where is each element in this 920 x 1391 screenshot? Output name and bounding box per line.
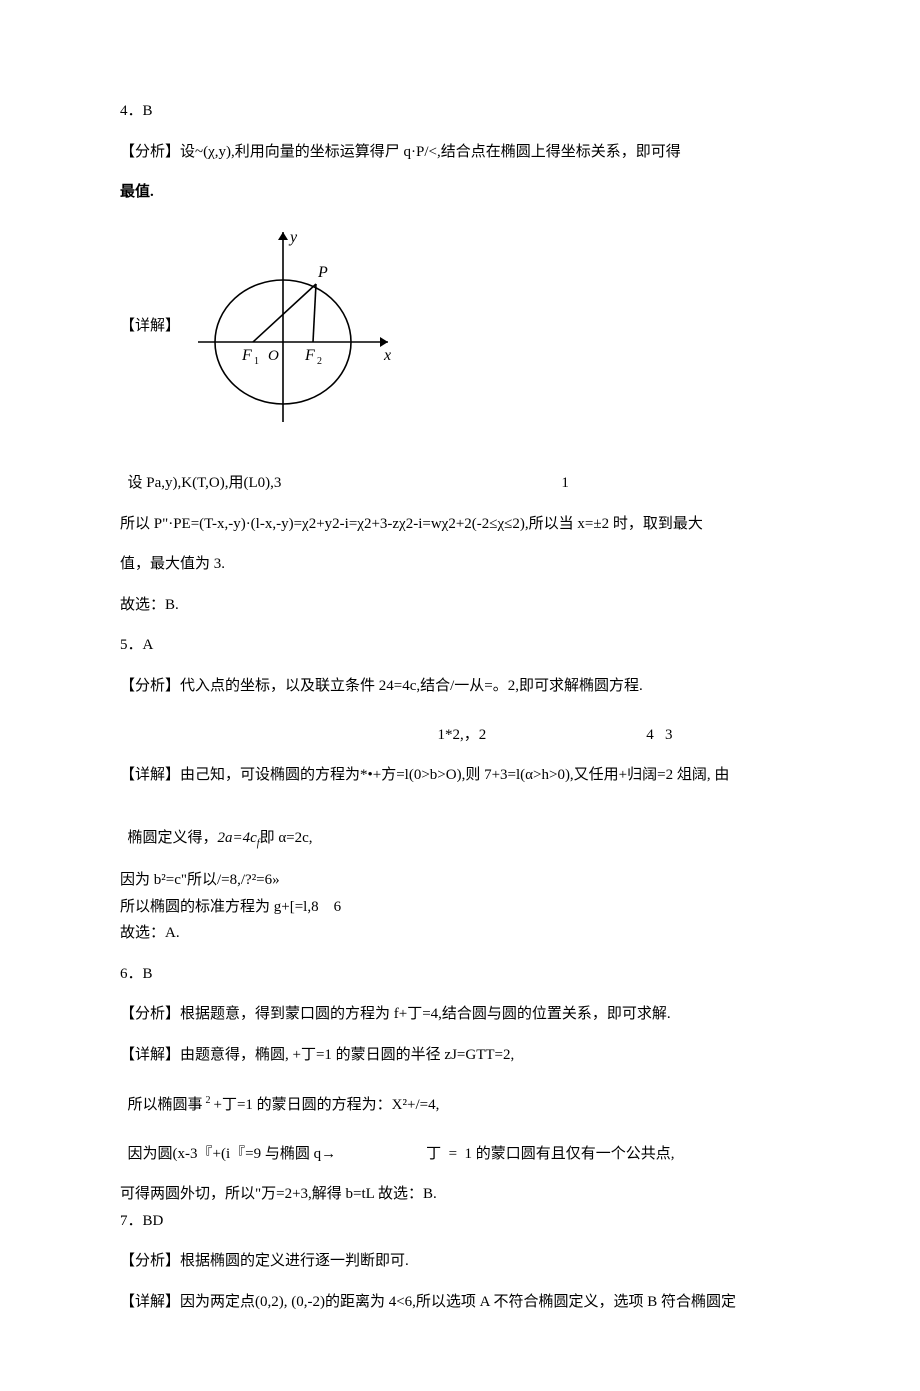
ellipse-diagram: P F 1 F 2 O x y <box>188 222 398 432</box>
q4-line1-b: 1 <box>561 475 569 491</box>
q6-l2-post: +丁=1 的蒙日圆的方程为：X²+/=4, <box>214 1097 440 1113</box>
q5-l2b: 2a=4c <box>218 830 257 846</box>
q4-detail-label: 【详解】 <box>120 315 180 338</box>
q7-detail: 【详解】因为两定点(0,2), (0,-2)的距离为 4<6,所以选项 A 不符… <box>120 1291 810 1314</box>
q5-line4: 所以椭圆的标准方程为 g+[=l,8 6 <box>120 896 810 919</box>
q5-number: 5．A <box>120 634 810 657</box>
svg-text:O: O <box>268 348 279 364</box>
q5-line5: 故选：A. <box>120 922 810 945</box>
q5-midline: 1*2,，2 4 3 <box>120 701 810 746</box>
q6-l3b: 丁 = 1 的蒙口圆有且仅有一个公共点, <box>426 1146 674 1162</box>
svg-text:P: P <box>317 264 328 281</box>
q6-detail: 【详解】由题意得，椭圆, +丁=1 的蒙日圆的半径 zJ=GTT=2, <box>120 1044 810 1067</box>
q5-line2: 椭圆定义得，2a=4cf即 α=2c, <box>120 805 810 852</box>
q6-line3: 因为圆(x-3『+(i『=9 与椭圆 q→ 丁 = 1 的蒙口圆有且仅有一个公共点… <box>120 1120 810 1165</box>
svg-text:y: y <box>288 229 298 246</box>
q6-line2: 所以椭圆事2+丁=1 的蒙日圆的方程为：X²+/=4, <box>120 1070 810 1116</box>
q6-number: 6．B <box>120 963 810 986</box>
q6-analysis: 【分析】根据题意，得到蒙口圆的方程为 f+丁=4,结合圆与圆的位置关系，即可求解… <box>120 1003 810 1026</box>
q5-mid-a: 1*2,，2 <box>438 727 487 743</box>
svg-text:F: F <box>304 347 315 364</box>
q7-analysis: 【分析】根据椭圆的定义进行逐一判断即可. <box>120 1250 810 1273</box>
q6-l3a: 因为圆(x-3『+(i『=9 与椭圆 q→ <box>128 1146 337 1162</box>
q7-number: 7．BD <box>120 1210 810 1233</box>
q4-analysis-1: 【分析】设~(χ,y),利用向量的坐标运算得尸 q·P/<,结合点在椭圆上得坐标… <box>120 141 810 164</box>
q6-l2-pre: 所以椭圆事 <box>128 1097 203 1113</box>
svg-text:2: 2 <box>317 356 322 367</box>
q4-line1-a: 设 Pa,y),K(T,O),用(L0),3 <box>128 475 282 491</box>
q5-mid-b: 4 3 <box>646 727 672 743</box>
q5-line3: 因为 b²=c"所以/=8,/?²=6» <box>120 869 810 892</box>
q5-detail: 【详解】由己知，可设椭圆的方程为*•+方=l(0>b>O),则 7+3=l(α>… <box>120 764 810 787</box>
q5-l2c: 即 α=2c, <box>260 830 313 846</box>
q4-line4: 故选：B. <box>120 594 810 617</box>
q4-number: 4．B <box>120 100 810 123</box>
q5-analysis: 【分析】代入点的坐标，以及联立条件 24=4c,结合/一从=。2,即可求解椭圆方… <box>120 675 810 698</box>
q4-line3: 值，最大值为 3. <box>120 553 810 576</box>
q5-l2a: 椭圆定义得， <box>128 830 218 846</box>
svg-text:1: 1 <box>254 356 259 367</box>
q4-detail-row: 【详解】 P F 1 F 2 O x y <box>120 222 810 432</box>
q6-line4: 可得两圆外切，所以"万=2+3,解得 b=tL 故选：B. <box>120 1183 810 1206</box>
svg-text:F: F <box>241 347 252 364</box>
q4-line1: 设 Pa,y),K(T,O),用(L0),3 1 <box>120 450 810 495</box>
q4-line2: 所以 P"·PE=(T-x,-y)·(l-x,-y)=χ2+y2-i=χ2+3-… <box>120 513 810 536</box>
svg-text:x: x <box>383 347 391 364</box>
q6-l2-sup: 2 <box>203 1095 214 1106</box>
q4-analysis-2: 最值. <box>120 181 810 204</box>
